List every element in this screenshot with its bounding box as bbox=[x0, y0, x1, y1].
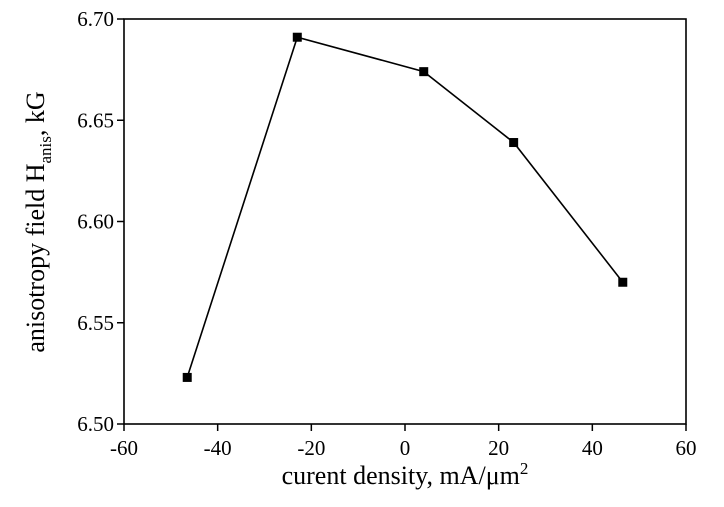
x-tick-label: 40 bbox=[582, 436, 603, 460]
y-tick-label: 6.50 bbox=[77, 412, 114, 436]
data-point-marker bbox=[292, 32, 302, 42]
x-tick-label: -60 bbox=[110, 436, 138, 460]
series-line bbox=[186, 36, 624, 378]
data-point-marker bbox=[618, 277, 628, 287]
y-axis-title-suffix: , kG bbox=[21, 91, 50, 136]
x-axis-title-superscript: 2 bbox=[520, 459, 529, 478]
x-tick-label: 20 bbox=[488, 436, 509, 460]
x-tick-label: -20 bbox=[297, 436, 325, 460]
x-axis-title: curent density, mA/μm2 bbox=[282, 459, 529, 490]
plot-frame bbox=[123, 18, 687, 425]
data-point-marker bbox=[182, 372, 192, 382]
y-axis-title-main: anisotropy field H bbox=[21, 163, 50, 352]
series-group bbox=[182, 32, 628, 382]
x-axis-title-main: curent density, mA/μm bbox=[282, 461, 520, 490]
x-tick-label: 60 bbox=[676, 436, 697, 460]
x-tick-label: 0 bbox=[400, 436, 411, 460]
y-tick-label: 6.55 bbox=[77, 311, 114, 335]
data-point-marker bbox=[509, 138, 519, 148]
y-tick-label: 6.70 bbox=[77, 7, 114, 31]
y-tick-label: 6.65 bbox=[77, 108, 114, 132]
data-point-marker bbox=[419, 67, 429, 77]
y-axis-title-subscript: anis bbox=[36, 136, 55, 163]
x-axis-ticks: -60 -40 -20 0 20 40 60 bbox=[110, 424, 697, 460]
x-tick-label: -40 bbox=[204, 436, 232, 460]
y-axis-title: anisotropy field Hanis, kG bbox=[21, 91, 55, 352]
y-axis-ticks: 6.50 6.55 6.60 6.65 6.70 bbox=[77, 7, 124, 436]
y-tick-label: 6.60 bbox=[77, 210, 114, 234]
